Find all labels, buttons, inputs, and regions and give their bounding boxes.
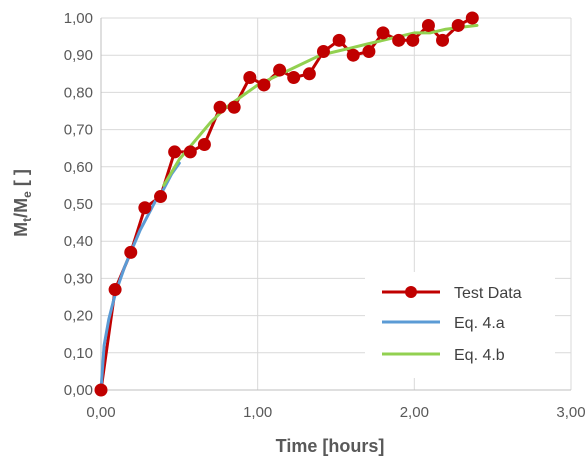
y-axis-title-tail: [ ]	[11, 169, 31, 191]
series-line-eq-4-a	[99, 161, 181, 392]
legend-label-eq-4a: Eq. 4.a	[454, 315, 505, 332]
y-tick-label: 0,10	[64, 345, 93, 362]
data-point	[273, 63, 287, 77]
data-point	[451, 18, 465, 32]
data-point	[154, 190, 168, 204]
data-point	[287, 71, 301, 85]
y-tick-label: 0,90	[64, 47, 93, 64]
legend-label-test-data: Test Data	[454, 285, 522, 302]
data-point	[302, 67, 316, 81]
data-point	[421, 18, 435, 32]
y-axis-title-main: M	[11, 222, 31, 237]
y-tick-label: 0,70	[64, 122, 93, 139]
y-tick-label: 0,30	[64, 270, 93, 287]
y-tick-label: 0,40	[64, 233, 93, 250]
legend-marker-test-data	[405, 286, 417, 298]
x-tick-label: 0,00	[86, 404, 115, 421]
data-point	[168, 145, 182, 159]
y-axis-title-sub-e: e	[20, 191, 34, 198]
data-point	[108, 283, 122, 297]
data-point	[138, 201, 152, 215]
data-point	[243, 71, 257, 85]
data-point	[392, 33, 406, 47]
data-point	[332, 33, 346, 47]
x-tick-label: 2,00	[400, 404, 429, 421]
y-axis-title-mid: /M	[11, 198, 31, 218]
data-point	[362, 44, 376, 58]
data-point	[465, 11, 479, 25]
y-axis-title-sub-t: t	[20, 218, 34, 222]
series-eq-4-a	[99, 161, 181, 392]
data-point	[316, 44, 330, 58]
data-point	[346, 48, 360, 62]
data-point	[436, 33, 450, 47]
x-axis-title: Time [hours]	[276, 436, 385, 456]
legend-background	[365, 272, 555, 378]
y-tick-label: 0,60	[64, 159, 93, 176]
y-tick-label: 0,20	[64, 308, 93, 325]
axes	[100, 18, 571, 391]
data-point	[227, 100, 241, 114]
test-data-markers	[94, 11, 479, 397]
x-tick-label: 3,00	[556, 404, 585, 421]
legend: Test Data Eq. 4.a Eq. 4.b	[365, 272, 555, 378]
data-point	[124, 245, 138, 259]
data-point	[376, 26, 390, 40]
y-tick-label: 0,80	[64, 84, 93, 101]
data-point	[257, 78, 271, 92]
y-tick-label: 0,50	[64, 196, 93, 213]
y-tick-label: 1,00	[64, 10, 93, 27]
data-point	[197, 137, 211, 151]
data-point	[213, 100, 227, 114]
tick-labels: 0,00 0,10 0,20 0,30 0,40 0,50 0,60 0,70 0,80 0,90…	[64, 10, 586, 421]
y-tick-label: 0,00	[64, 382, 93, 399]
legend-label-eq-4b: Eq. 4.b	[454, 347, 505, 364]
data-point	[406, 33, 420, 47]
x-tick-label: 1,00	[243, 404, 272, 421]
y-axis-title: Mt/Me [ ]	[11, 169, 34, 237]
series-layer	[94, 11, 479, 397]
data-point	[94, 383, 108, 397]
data-point	[183, 145, 197, 159]
